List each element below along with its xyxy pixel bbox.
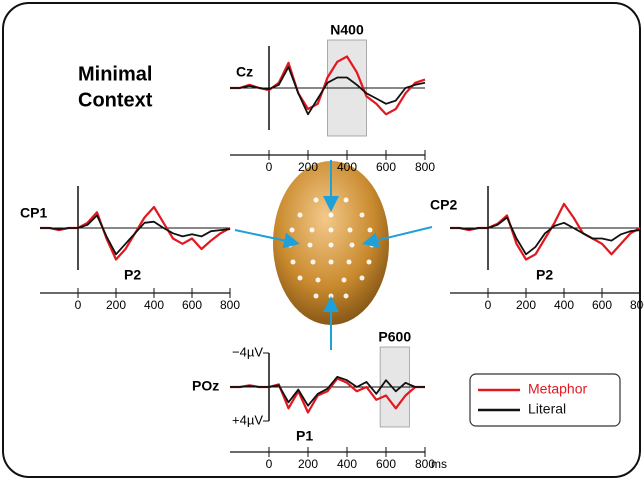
window-label: N400 [330, 22, 364, 38]
legend: Metaphor Literal [469, 373, 621, 427]
title-line: Minimal [78, 63, 152, 85]
x-tick-label: 400 [554, 298, 574, 312]
x-tick-label: 0 [485, 298, 492, 312]
x-tick-label: 200 [516, 298, 536, 312]
x-tick-label: 400 [337, 160, 357, 174]
x-tick-label: 600 [376, 457, 396, 471]
x-tick-label: 600 [592, 298, 612, 312]
waveform [230, 66, 426, 116]
x-unit: ms [431, 457, 447, 471]
x-tick-label: 600 [376, 160, 396, 174]
x-tick-label: 0 [266, 457, 273, 471]
x-tick-label: 800 [415, 160, 435, 174]
component-label: P2 [124, 267, 141, 283]
window-label: P600 [378, 329, 411, 345]
waveform [40, 214, 231, 256]
component-label: P1 [296, 428, 313, 444]
panel-title: Cz [236, 64, 253, 80]
x-tick-label: 200 [298, 160, 318, 174]
x-tick-label: 600 [182, 298, 202, 312]
y-tick-label: +4µV [232, 412, 263, 427]
y-tick-label: −4µV [232, 344, 263, 359]
x-tick-label: 400 [144, 298, 164, 312]
waveform [450, 216, 641, 256]
waveform [230, 375, 425, 407]
x-tick-label: 400 [337, 457, 357, 471]
x-tick-label: 200 [298, 457, 318, 471]
x-tick-label: 800 [220, 298, 240, 312]
x-tick-label: 200 [106, 298, 126, 312]
x-tick-label: 800 [630, 298, 644, 312]
panel-title: POz [192, 378, 219, 394]
legend-label: Metaphor [528, 381, 587, 397]
x-tick-label: 800 [415, 457, 435, 471]
x-tick-label: 0 [266, 160, 273, 174]
panel-title: CP2 [430, 197, 457, 213]
title-line: Context [78, 89, 153, 111]
legend-label: Literal [528, 401, 566, 417]
panel-title: CP1 [20, 205, 47, 221]
head [234, 160, 433, 350]
x-tick-label: 0 [75, 298, 82, 312]
component-label: P2 [536, 267, 553, 283]
